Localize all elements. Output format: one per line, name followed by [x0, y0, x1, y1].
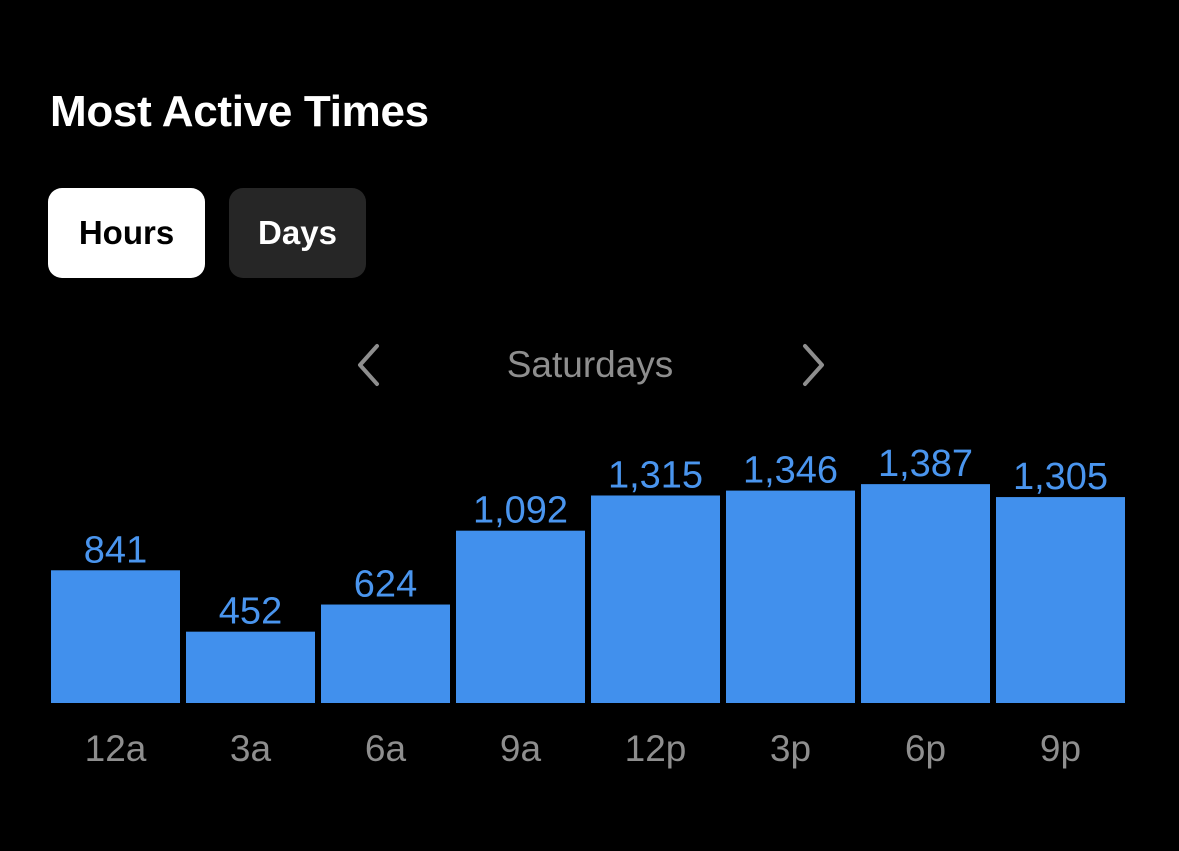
x-axis-tick-label: 3a — [230, 728, 272, 769]
x-axis-tick-label: 9a — [500, 728, 542, 769]
x-axis-tick-label: 12p — [625, 728, 687, 769]
bar-9p — [996, 497, 1125, 703]
tab-hours-label: Hours — [78, 214, 175, 251]
x-axis-tick-label: 3p — [770, 728, 811, 769]
next-period-button[interactable] — [788, 340, 838, 390]
bar-value-label: 841 — [84, 529, 147, 571]
previous-period-button[interactable] — [344, 340, 394, 390]
bar-value-label: 1,305 — [1013, 456, 1108, 498]
bar-value-label: 1,346 — [743, 450, 838, 492]
x-axis-tick-label: 6a — [365, 728, 407, 769]
page-title: Most Active Times — [50, 87, 429, 136]
bar-value-label: 1,315 — [608, 454, 703, 496]
x-axis-tick-label: 6p — [905, 728, 946, 769]
bar-3p — [726, 490, 855, 703]
x-axis-tick-label: 12a — [85, 728, 147, 769]
bar-value-label: 452 — [219, 591, 282, 633]
bar-6p — [861, 484, 990, 703]
bar-value-label: 1,387 — [878, 443, 973, 485]
x-axis-tick-label: 9p — [1040, 728, 1081, 769]
bar-9a — [456, 530, 585, 703]
chevron-right-icon — [803, 344, 824, 386]
period-label: Saturdays — [506, 344, 674, 385]
bar-12p — [591, 495, 720, 703]
tab-hours[interactable]: Hours — [48, 188, 205, 278]
bar-3a — [186, 631, 315, 703]
bar-6a — [321, 604, 450, 703]
chevron-left-icon — [358, 344, 379, 386]
bar-12a — [51, 570, 180, 703]
tab-days-label: Days — [258, 214, 337, 251]
bar-value-label: 624 — [354, 564, 417, 606]
tab-days[interactable]: Days — [229, 188, 366, 278]
bar-value-label: 1,092 — [473, 490, 568, 532]
